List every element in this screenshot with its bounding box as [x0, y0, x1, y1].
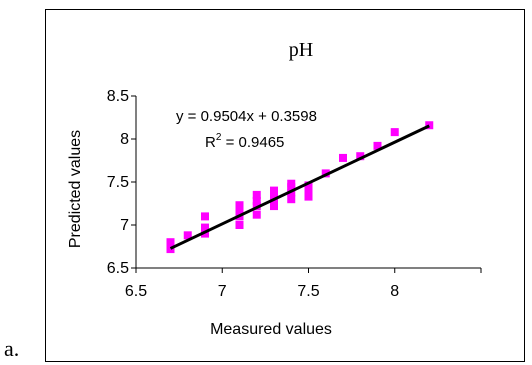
x-tick-label: 7: [218, 283, 227, 300]
r-squared-superscript: 2: [216, 132, 222, 143]
data-point: [235, 207, 244, 216]
data-point: [287, 179, 296, 188]
data-point: [356, 152, 365, 161]
y-axis-label: Predicted values: [67, 130, 84, 248]
data-point: [252, 196, 261, 205]
y-tick-label: 8.5: [107, 88, 129, 105]
chart-frame: pH 6.5 7 7.5 8 6.5 7 7.5 8 8.5 y = 0.9504x + 0.3…: [45, 9, 525, 362]
trendline: [169, 124, 430, 250]
panel-label: a.: [4, 336, 20, 361]
x-tick-label: 7.5: [297, 283, 319, 300]
data-point: [339, 153, 347, 162]
data-point: [252, 210, 261, 219]
data-point: [304, 181, 313, 190]
trendline-group: [169, 124, 430, 250]
trendline-equation: y = 0.9504x + 0.3598: [176, 108, 317, 125]
data-point: [373, 141, 382, 150]
y-tick-label: 7.5: [107, 174, 129, 191]
data-point: [304, 186, 313, 195]
data-point: [252, 190, 261, 199]
y-tick-label: 6.5: [107, 260, 129, 277]
ticks: 6.5 7 7.5 8 6.5 7 7.5 8 8.5: [107, 88, 482, 300]
data-point: [270, 186, 278, 195]
data-point: [235, 201, 244, 210]
data-point: [304, 192, 313, 201]
chart-title: pH: [289, 39, 313, 61]
scatter-chart: pH 6.5 7 7.5 8 6.5 7 7.5 8 8.5 y = 0.9504x + 0.3…: [67, 39, 482, 338]
x-axis-label: Measured values: [210, 321, 332, 338]
x-tick-label: 6.5: [125, 283, 147, 300]
data-point: [425, 121, 434, 130]
data-point: [270, 190, 278, 199]
data-point: [201, 223, 209, 232]
data-point: [270, 202, 278, 211]
x-tick-label: 8: [390, 283, 399, 300]
data-point: [390, 128, 399, 137]
data-point: [235, 221, 244, 229]
r-squared-label: R2 = 0.9465: [205, 132, 284, 151]
data-point: [183, 231, 192, 240]
data-point: [287, 195, 296, 204]
y-tick-label: 7: [120, 217, 129, 234]
y-tick-label: 8: [120, 131, 129, 148]
r-squared-prefix: R: [205, 134, 216, 151]
r-squared-value: = 0.9465: [221, 134, 284, 151]
data-point: [166, 238, 175, 247]
data-point: [166, 245, 175, 254]
data-point: [201, 212, 209, 221]
